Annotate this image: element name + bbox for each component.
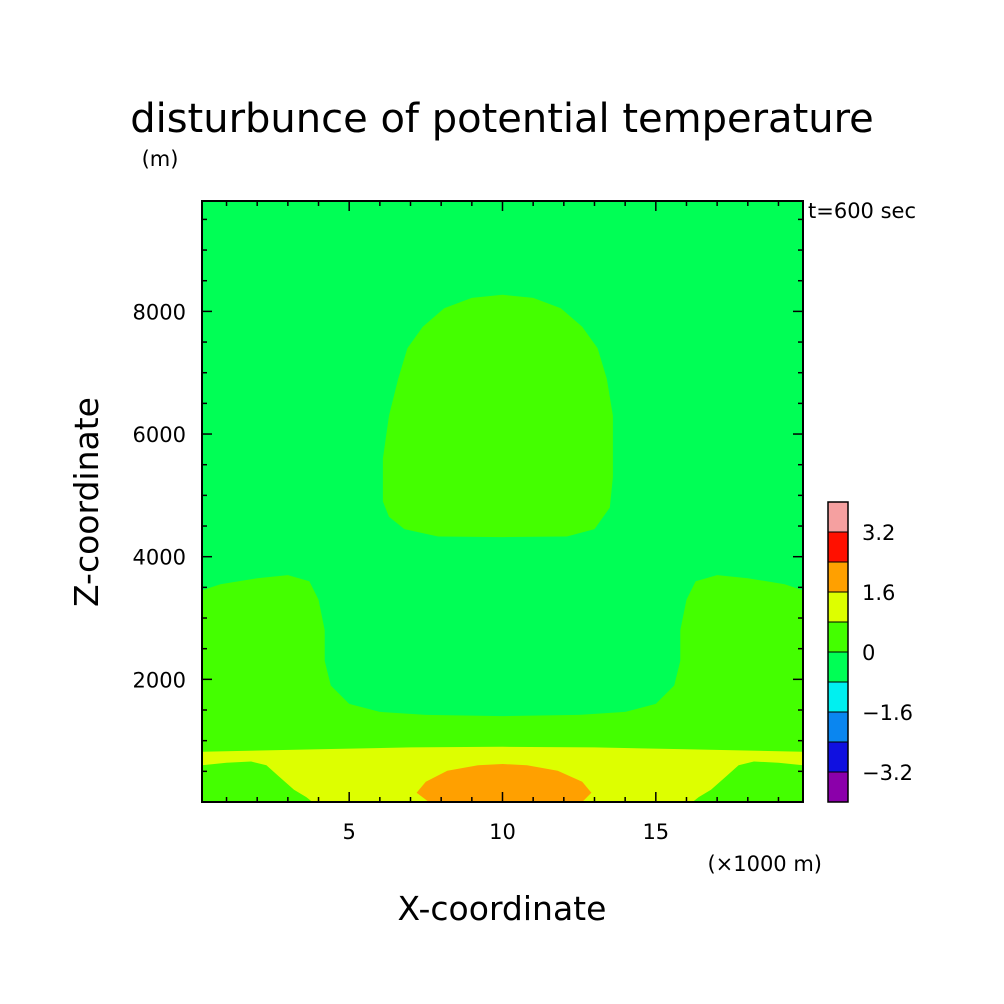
colorbar-tick-label: 0 bbox=[862, 641, 875, 665]
x-axis-label: X-coordinate bbox=[398, 889, 607, 928]
y-tick-label: 8000 bbox=[133, 300, 186, 324]
y-tick-label: 6000 bbox=[133, 423, 186, 447]
colorbar-tick-label: −1.6 bbox=[862, 701, 913, 725]
colorbar-swatch bbox=[827, 651, 849, 683]
colorbar-tick-label: −3.2 bbox=[862, 761, 913, 785]
x-axis-ticks: 5 10 15 bbox=[225, 201, 780, 844]
chart-unit-note: (m) bbox=[142, 147, 179, 171]
colorbar-swatch bbox=[827, 681, 849, 713]
colorbar-swatch bbox=[827, 741, 849, 773]
colorbar-tick-label: 3.2 bbox=[862, 521, 895, 545]
x-tick-label: 10 bbox=[489, 820, 516, 844]
colorbar-frame bbox=[827, 501, 849, 803]
colorbar-swatch bbox=[827, 501, 849, 533]
colorbar-swatch bbox=[827, 531, 849, 563]
contour-region-surface-right-pocket bbox=[692, 761, 803, 802]
y-axis-ticks: 2000 4000 6000 8000 bbox=[133, 218, 803, 773]
x-axis-unit: (×1000 m) bbox=[707, 852, 822, 876]
colorbar-swatch bbox=[827, 711, 849, 743]
x-tick-label: 15 bbox=[642, 820, 669, 844]
y-axis-label: Z-coordinate bbox=[67, 397, 106, 607]
colorbar: 3.2 1.6 0 −1.6 −3.2 bbox=[827, 501, 913, 803]
contour-region-surface-core bbox=[416, 764, 592, 802]
contour-region-upper-warm-bubble bbox=[382, 294, 613, 538]
y-tick-label: 2000 bbox=[133, 668, 186, 692]
colorbar-tick-label: 1.6 bbox=[862, 581, 895, 605]
contour-regions bbox=[202, 201, 803, 802]
contour-region-surface-left-pocket bbox=[202, 761, 313, 802]
y-tick-label: 4000 bbox=[133, 546, 186, 570]
colorbar-swatch bbox=[827, 621, 849, 653]
x-tick-label: 5 bbox=[342, 820, 355, 844]
colorbar-swatch bbox=[827, 561, 849, 593]
colorbar-swatch bbox=[827, 591, 849, 623]
contour-region-lower-shoulder-band bbox=[202, 575, 803, 802]
time-annotation: t=600 sec bbox=[808, 199, 916, 223]
chart-title: disturbunce of potential temperature bbox=[130, 96, 874, 142]
colorbar-swatch bbox=[827, 771, 849, 803]
